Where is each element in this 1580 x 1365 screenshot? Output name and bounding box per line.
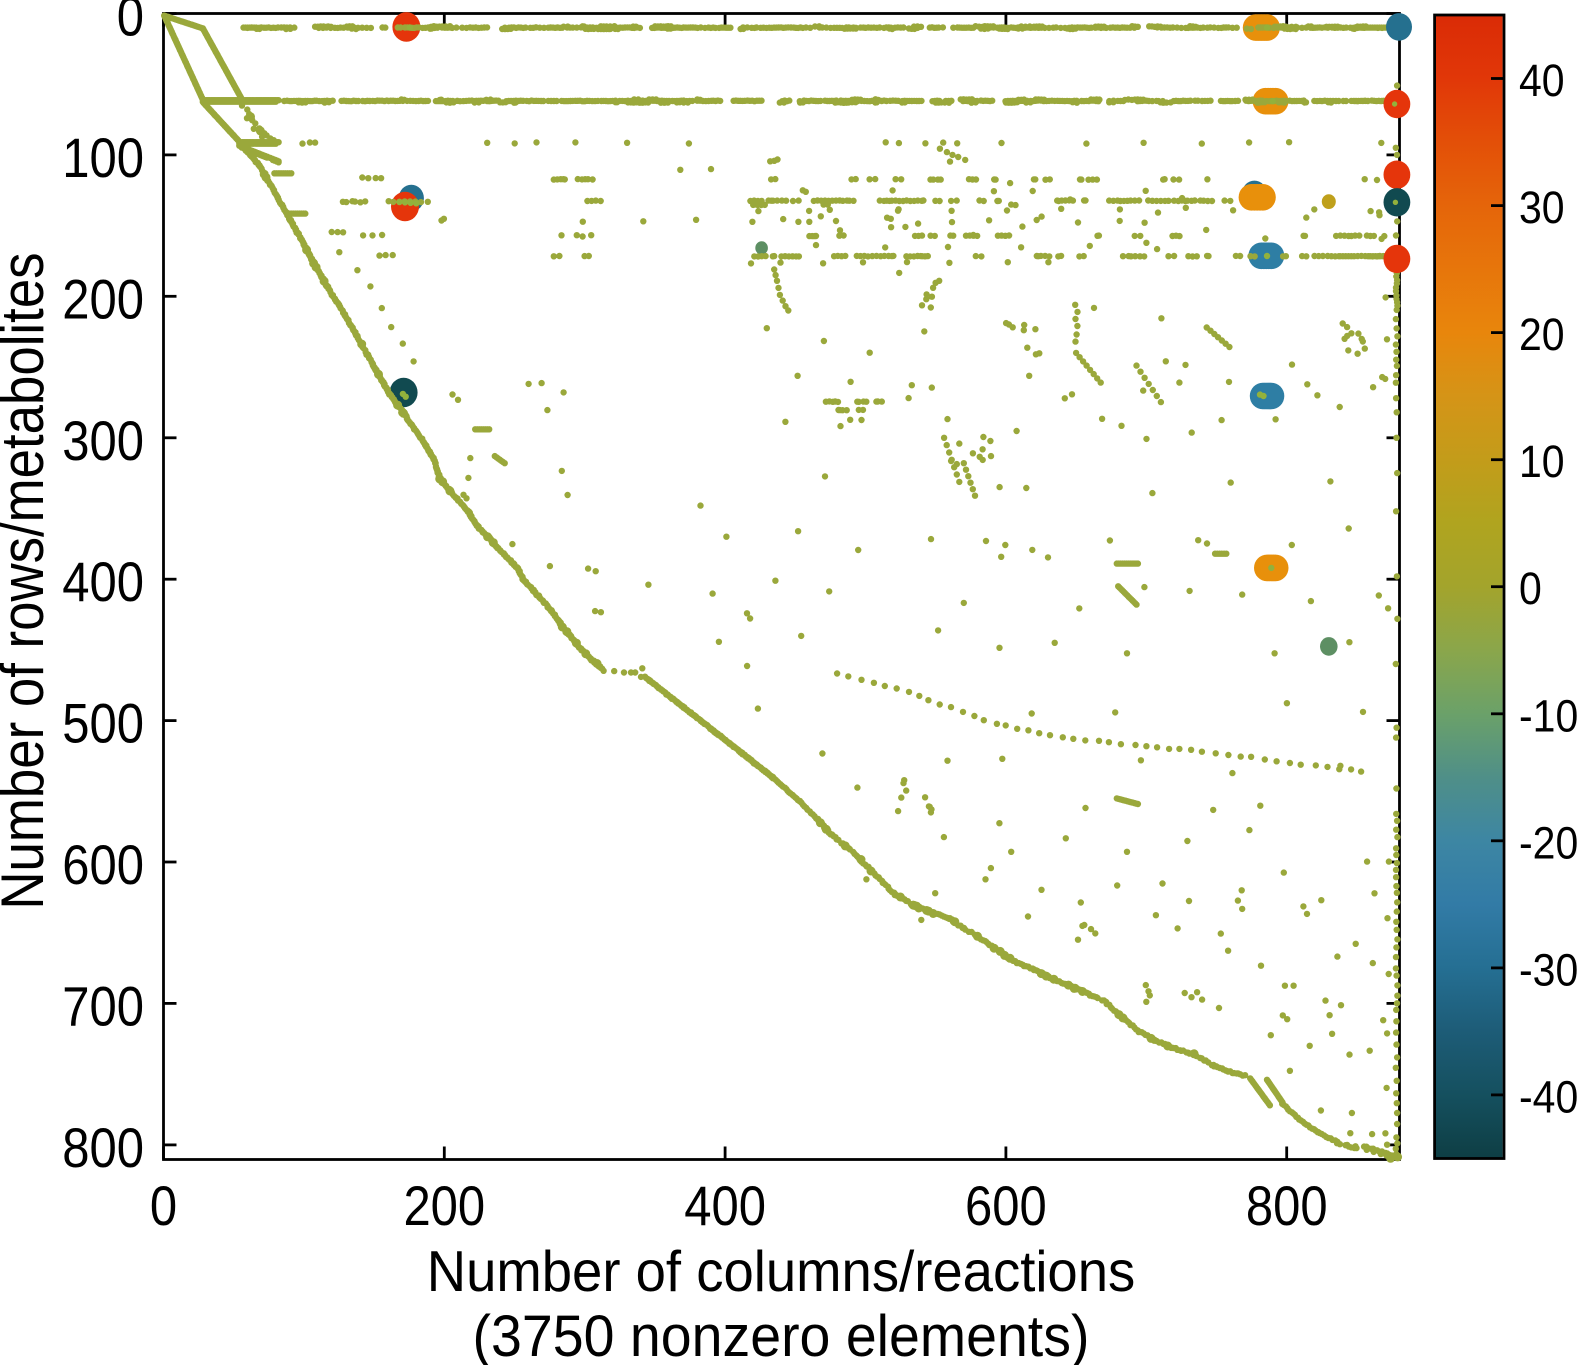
svg-text:Number of rows/metabolites: Number of rows/metabolites (0, 252, 56, 909)
svg-text:(3750 nonzero elements): (3750 nonzero elements) (473, 1304, 1090, 1365)
svg-text:700: 700 (62, 977, 144, 1038)
svg-text:200: 200 (62, 270, 144, 331)
svg-text:800: 800 (62, 1118, 144, 1179)
svg-text:0: 0 (150, 1176, 177, 1237)
svg-text:-40: -40 (1519, 1073, 1578, 1123)
svg-text:20: 20 (1519, 310, 1565, 360)
svg-text:30: 30 (1519, 183, 1565, 233)
svg-text:0: 0 (117, 0, 144, 48)
svg-text:0: 0 (1519, 564, 1542, 614)
svg-text:10: 10 (1519, 437, 1565, 487)
svg-text:800: 800 (1246, 1176, 1328, 1237)
svg-text:400: 400 (684, 1176, 766, 1237)
svg-text:400: 400 (62, 552, 144, 613)
svg-text:-30: -30 (1519, 946, 1578, 996)
svg-text:600: 600 (965, 1176, 1047, 1237)
svg-text:Number of columns/reactions: Number of columns/reactions (427, 1239, 1136, 1304)
svg-text:200: 200 (403, 1176, 485, 1237)
svg-text:300: 300 (62, 411, 144, 472)
svg-text:600: 600 (62, 835, 144, 896)
svg-text:100: 100 (62, 128, 144, 189)
svg-text:40: 40 (1519, 56, 1565, 106)
svg-text:500: 500 (62, 694, 144, 755)
svg-text:-10: -10 (1519, 692, 1578, 742)
svg-text:-20: -20 (1519, 819, 1578, 869)
